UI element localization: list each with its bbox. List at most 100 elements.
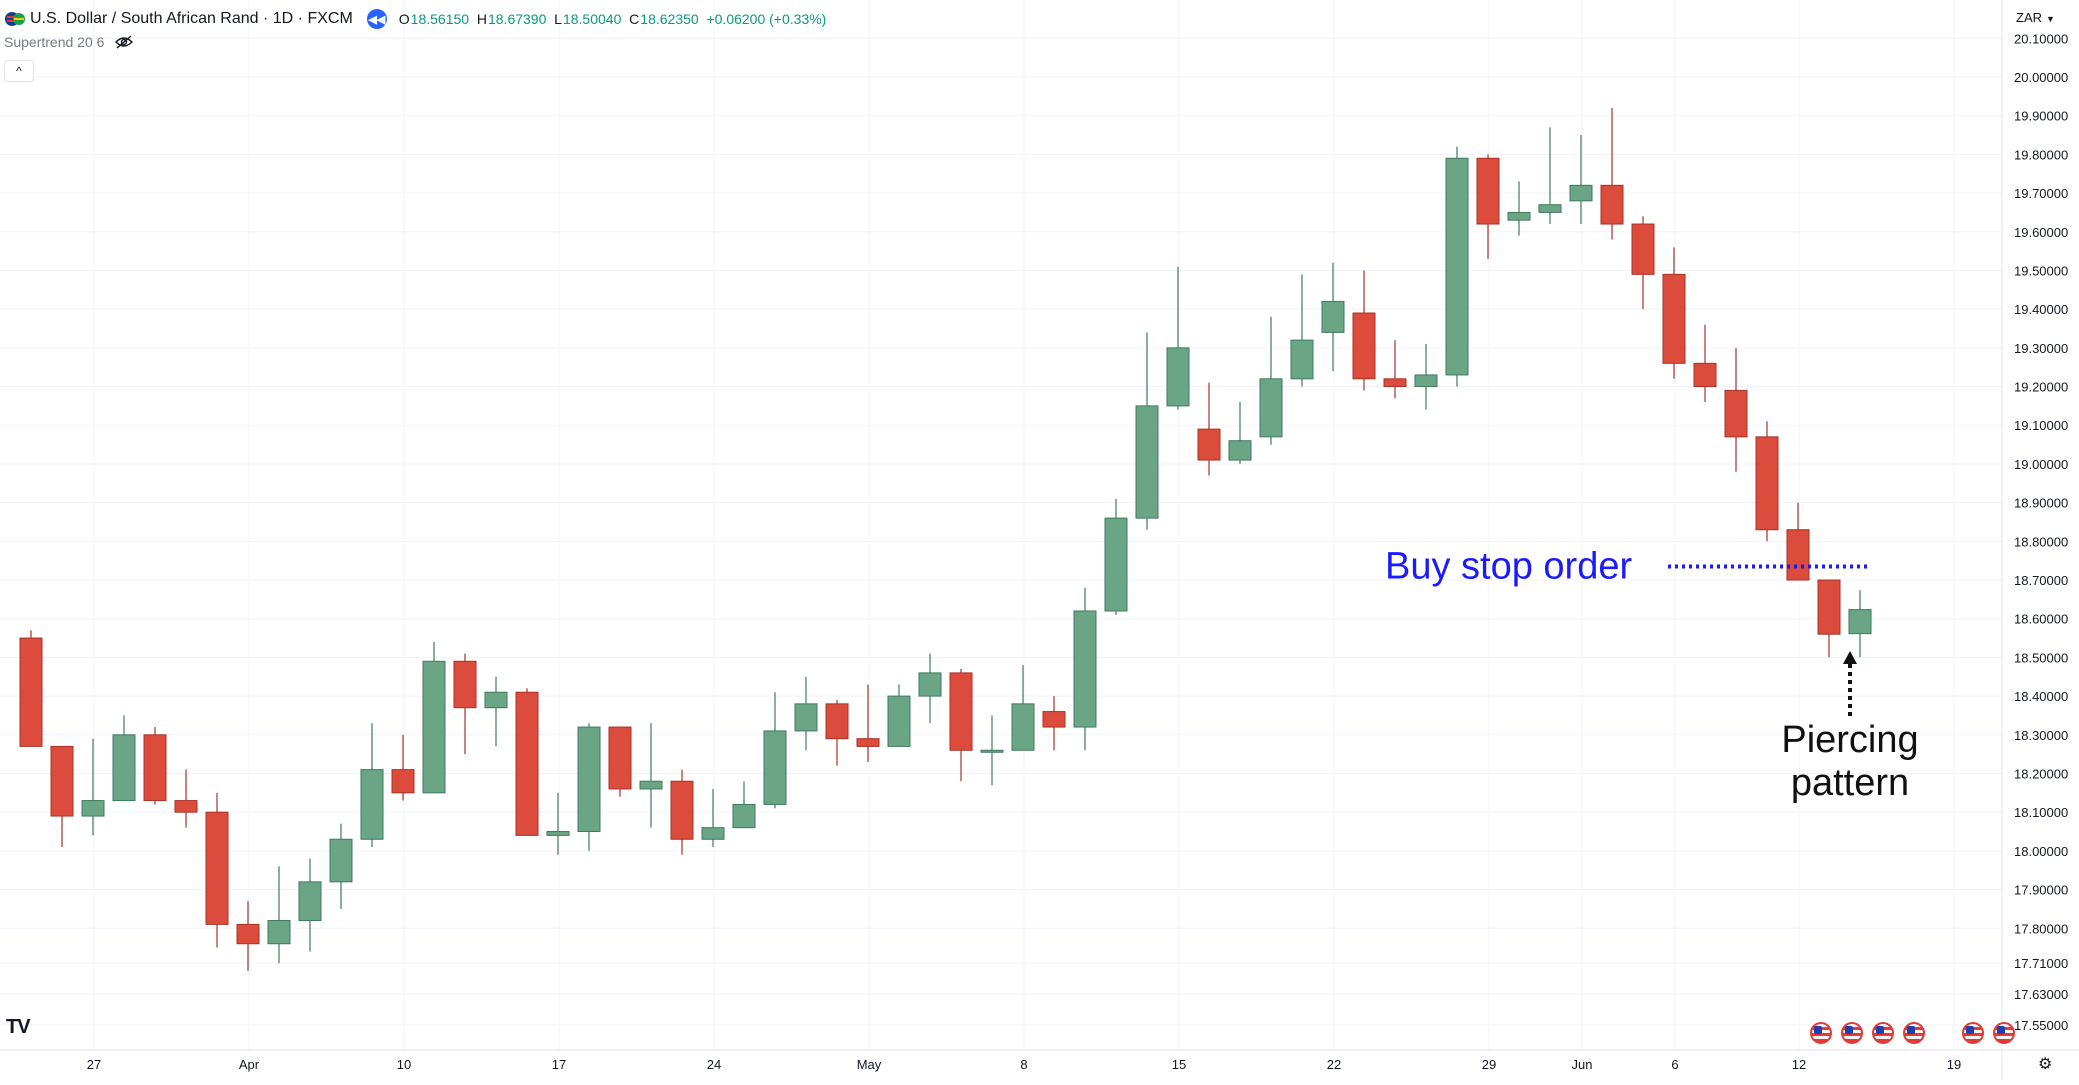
candle: [1321, 262, 1345, 372]
eye-hidden-icon[interactable]: [114, 34, 134, 50]
candle-body: [1290, 339, 1314, 380]
indicator-legend[interactable]: Supertrend 20 6: [4, 34, 134, 50]
candle-body: [639, 780, 663, 790]
currency-label[interactable]: ZAR: [2016, 10, 2042, 25]
candle-body: [794, 703, 818, 732]
candle-body: [236, 923, 260, 945]
grid-lines: [0, 0, 2002, 1050]
candle-body: [112, 734, 136, 802]
candle-body: [701, 827, 725, 840]
candle: [639, 723, 663, 828]
candle-body: [1476, 157, 1500, 225]
candle: [1538, 127, 1562, 225]
us-event-flag-icon[interactable]: [1903, 1022, 1925, 1044]
candle-body: [949, 672, 973, 751]
pattern-label-line1: Piercing: [1781, 719, 1918, 761]
currency-selector[interactable]: ZAR ▼: [2016, 10, 2055, 25]
y-tick-label: 19.00000: [2014, 457, 2068, 472]
y-tick-label: 18.50000: [2014, 650, 2068, 665]
candle-body: [1662, 273, 1686, 364]
candle-body: [1259, 378, 1283, 438]
candle-body: [1073, 610, 1097, 728]
candle: [1073, 587, 1097, 751]
y-tick-label: 18.10000: [2014, 805, 2068, 820]
candle: [205, 792, 229, 948]
candle-body: [391, 769, 415, 794]
x-tick-label: Apr: [239, 1057, 260, 1072]
us-event-flag-icon[interactable]: [1962, 1022, 1984, 1044]
candle: [1507, 181, 1531, 236]
us-event-flag-icon[interactable]: [1993, 1022, 2015, 1044]
candle: [608, 726, 632, 797]
y-tick-label: 19.60000: [2014, 225, 2068, 240]
open-value: 18.56150: [410, 11, 470, 27]
y-tick-label: 18.30000: [2014, 728, 2068, 743]
us-event-flag-icon[interactable]: [1810, 1022, 1832, 1044]
us-event-flag-icon[interactable]: [1841, 1022, 1863, 1044]
candle-body: [143, 734, 167, 802]
candle: [143, 727, 167, 805]
candle-body: [205, 811, 229, 925]
candle-body: [1135, 405, 1159, 519]
candle: [980, 715, 1004, 786]
candle-body: [980, 749, 1004, 753]
candle: [1228, 402, 1252, 464]
y-tick-label: 17.71000: [2014, 956, 2068, 971]
candle-body: [1507, 211, 1531, 221]
x-tick-label: May: [857, 1057, 882, 1072]
indicator-label[interactable]: Supertrend 20 6: [4, 34, 105, 50]
candle-body: [887, 695, 911, 747]
candle-body: [1569, 184, 1593, 202]
symbol-title[interactable]: U.S. Dollar / South African Rand · 1D · …: [30, 10, 353, 27]
candle: [1848, 590, 1872, 658]
candle-body: [1631, 223, 1655, 275]
candle: [1569, 135, 1593, 225]
high-label: H: [476, 11, 487, 27]
candle: [1662, 247, 1686, 379]
y-tick-label: 18.00000: [2014, 844, 2068, 859]
candle: [1166, 266, 1190, 410]
candle: [1600, 107, 1624, 240]
rewind-icon[interactable]: ◀◀: [366, 9, 387, 29]
collapse-button[interactable]: ^: [4, 60, 34, 82]
x-tick-label: 27: [87, 1057, 101, 1072]
candle: [546, 792, 570, 855]
tradingview-logo[interactable]: TV: [6, 1016, 31, 1039]
candle-body: [1042, 711, 1066, 728]
us-event-flag-icon[interactable]: [1872, 1022, 1894, 1044]
candle-body: [763, 730, 787, 805]
brand-label[interactable]: TV: [6, 1016, 31, 1038]
candle-body: [856, 738, 880, 747]
candle: [763, 692, 787, 809]
price-axis: 20.10000 20.00000 19.90000 19.80000 19.70000…: [2001, 0, 2068, 1080]
y-tick-label: 19.70000: [2014, 186, 2068, 201]
y-tick-label: 18.60000: [2014, 612, 2068, 627]
y-tick-label: 18.20000: [2014, 766, 2068, 781]
chevron-up-icon[interactable]: ^: [16, 64, 22, 78]
candle: [1259, 316, 1283, 445]
y-tick-label: 20.10000: [2014, 31, 2068, 46]
candle: [949, 669, 973, 782]
candle: [1631, 216, 1655, 310]
candle-body: [515, 691, 539, 836]
candle: [1290, 274, 1314, 387]
candle-body: [1228, 440, 1252, 461]
candle: [732, 781, 756, 829]
candle: [81, 738, 105, 836]
gear-icon[interactable]: ⚙: [2038, 1056, 2053, 1073]
candle: [1383, 340, 1407, 399]
candle-body: [577, 726, 601, 833]
candle-body: [360, 769, 384, 840]
x-tick-label: 12: [1792, 1057, 1806, 1072]
y-tick-label: 19.10000: [2014, 418, 2068, 433]
y-tick-label: 17.55000: [2014, 1018, 2068, 1033]
candle: [1445, 146, 1469, 387]
y-tick-label: 19.40000: [2014, 302, 2068, 317]
arrow-head: [1843, 651, 1857, 664]
x-tick-label: 29: [1482, 1057, 1496, 1072]
candle: [422, 641, 446, 794]
candle: [453, 653, 477, 755]
chevron-down-icon[interactable]: ▼: [2046, 14, 2055, 24]
